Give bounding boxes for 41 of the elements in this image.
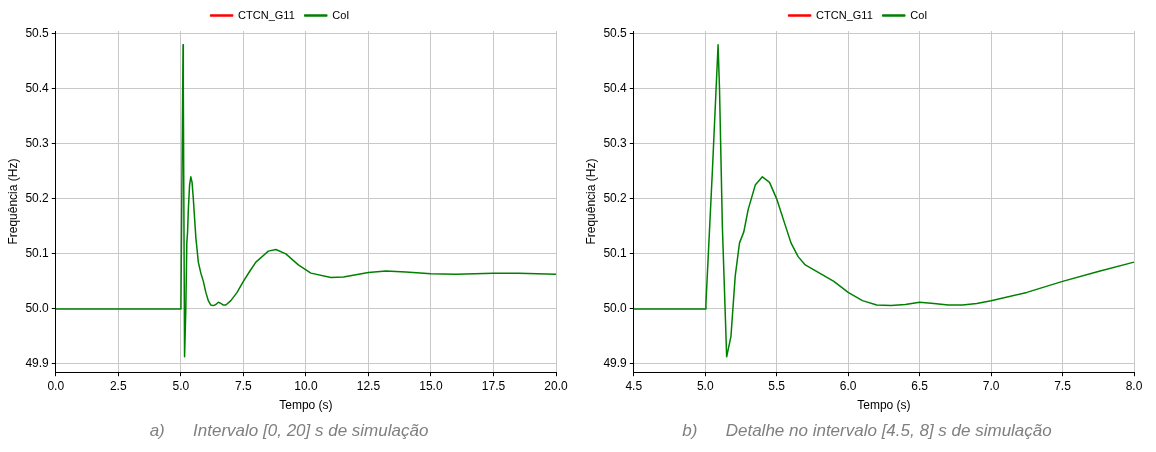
x-tick-label: 15.0	[419, 378, 443, 393]
y-tick-label: 50.0	[25, 301, 50, 316]
x-tick-label: 8.0	[1125, 378, 1143, 393]
x-tick-label: 7.5	[235, 378, 253, 393]
legend-label: CoI	[332, 8, 350, 21]
y-tick-label: 50.5	[25, 26, 50, 41]
x-axis-title: Tempo (s)	[857, 398, 911, 413]
x-tick-label: 10.0	[294, 378, 318, 393]
y-tick-label: 50.4	[25, 81, 50, 96]
y-tick-label: 50.5	[603, 26, 628, 41]
x-tick-label: 5.0	[172, 378, 190, 393]
x-tick-label: 5.0	[696, 378, 714, 393]
y-tick-label: 50.1	[603, 246, 628, 261]
x-tick-label: 20.0	[544, 378, 568, 393]
y-axis-title: Frequência (Hz)	[5, 158, 20, 245]
x-tick-label: 6.5	[911, 378, 929, 393]
y-tick-label: 49.9	[603, 356, 628, 371]
y-tick-label: 50.2	[603, 191, 628, 206]
x-tick-label: 12.5	[356, 378, 381, 393]
x-axis-title: Tempo (s)	[279, 398, 333, 413]
y-tick-label: 50.4	[603, 81, 628, 96]
y-axis-title: Frequência (Hz)	[583, 158, 598, 245]
x-tick-label: 2.5	[109, 378, 127, 393]
x-tick-label: 6.0	[839, 378, 857, 393]
y-tick-label: 50.0	[603, 301, 628, 316]
y-tick-label: 50.3	[603, 136, 628, 151]
x-tick-label: 7.5	[1054, 378, 1072, 393]
y-tick-label: 50.3	[25, 136, 50, 151]
x-tick-label: 0.0	[47, 378, 65, 393]
x-tick-label: 17.5	[481, 378, 506, 393]
x-tick-label: 5.5	[768, 378, 786, 393]
legend-label: CTCN_G11	[816, 8, 873, 21]
x-tick-label: 4.5	[625, 378, 643, 393]
y-tick-label: 50.1	[25, 246, 50, 261]
legend-label: CoI	[910, 8, 928, 21]
y-tick-label: 49.9	[25, 356, 50, 371]
y-tick-label: 50.2	[25, 191, 50, 206]
legend-label: CTCN_G11	[238, 8, 295, 21]
text: b) Detalhe no intervalo [4.5, 8] s de simulação	[681, 421, 1053, 441]
text: a) Intervalo [0, 20] s de simulação	[148, 421, 430, 441]
x-tick-label: 7.0	[982, 378, 1000, 393]
